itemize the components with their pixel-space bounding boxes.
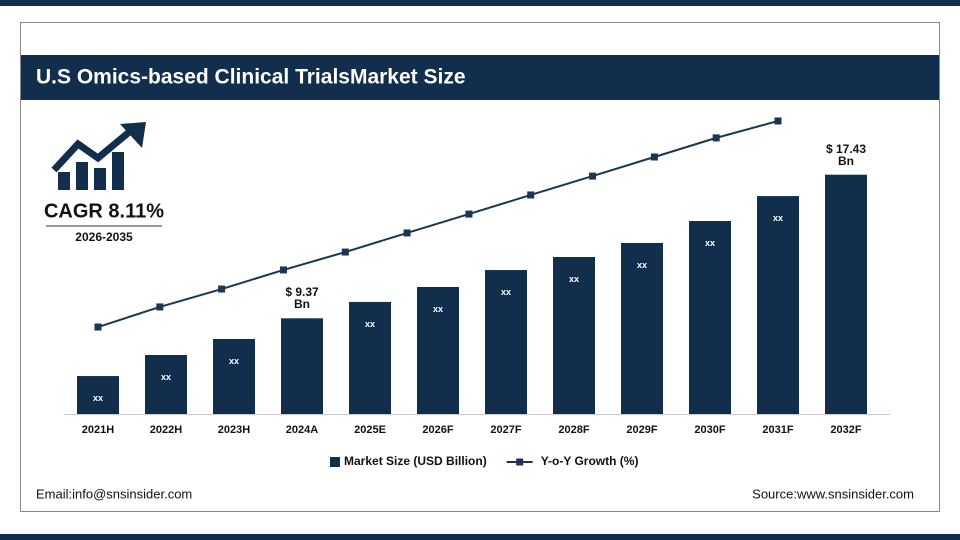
title-bar bbox=[21, 55, 939, 100]
bar bbox=[553, 257, 595, 414]
x-tick-label: 2027F bbox=[490, 424, 521, 436]
x-tick-label: 2024A bbox=[286, 424, 318, 436]
bar bbox=[757, 196, 799, 414]
bar bbox=[77, 376, 119, 414]
x-tick-label: 2023H bbox=[218, 424, 250, 436]
growth-marker bbox=[94, 323, 102, 331]
growth-marker bbox=[279, 266, 287, 274]
value-label: $ 9.37 Bn bbox=[285, 285, 319, 312]
x-tick-label: 2025E bbox=[354, 424, 386, 436]
value-label: xx bbox=[568, 274, 579, 285]
legend-label: Y-o-Y Growth (%) bbox=[541, 454, 639, 468]
legend-swatch bbox=[330, 457, 340, 467]
value-label: xx bbox=[160, 372, 171, 383]
bar bbox=[213, 338, 255, 414]
growth-marker bbox=[465, 210, 473, 218]
growth-marker bbox=[774, 117, 782, 125]
bar bbox=[621, 242, 663, 414]
bottom-strip bbox=[0, 534, 960, 540]
growth-marker bbox=[218, 285, 226, 293]
value-label: xx bbox=[364, 318, 375, 329]
footer-source: Source:www.snsinsider.com bbox=[752, 486, 914, 501]
bar bbox=[485, 270, 527, 414]
value-label: $ 17.43 Bn bbox=[825, 141, 867, 168]
cagr-period: 2026-2035 bbox=[75, 230, 133, 244]
x-tick-label: 2028F bbox=[558, 424, 589, 436]
value-label: xx bbox=[772, 213, 783, 224]
growth-marker bbox=[341, 248, 349, 256]
bar bbox=[689, 221, 731, 414]
x-tick-label: 2026F bbox=[422, 424, 453, 436]
growth-marker bbox=[156, 303, 164, 311]
bar bbox=[349, 301, 391, 414]
x-tick-label: 2021H bbox=[82, 424, 114, 436]
bar bbox=[417, 286, 459, 414]
title: U.S Omics-based Clinical TrialsMarket Si… bbox=[36, 66, 466, 89]
growth-marker bbox=[650, 153, 658, 161]
top-strip bbox=[0, 0, 960, 6]
value-label: xx bbox=[704, 238, 715, 249]
bar bbox=[825, 174, 867, 414]
x-tick-label: 2022H bbox=[150, 424, 182, 436]
value-label: xx bbox=[92, 393, 103, 404]
value-label: xx bbox=[432, 303, 443, 314]
x-tick-label: 2029F bbox=[626, 424, 657, 436]
x-tick-label: 2032F bbox=[830, 424, 861, 436]
growth-marker bbox=[589, 172, 597, 180]
value-label: xx bbox=[228, 355, 239, 366]
legend-marker bbox=[516, 458, 524, 466]
x-tick-label: 2031F bbox=[762, 424, 793, 436]
x-tick-label: 2030F bbox=[694, 424, 725, 436]
growth-marker bbox=[527, 191, 535, 199]
footer-email: Email:info@snsinsider.com bbox=[36, 486, 192, 501]
growth-marker bbox=[403, 229, 411, 237]
bar bbox=[145, 355, 187, 414]
legend-label: Market Size (USD Billion) bbox=[344, 454, 487, 468]
value-label: xx bbox=[636, 259, 647, 270]
cagr-label: CAGR 8.11% bbox=[44, 200, 164, 222]
growth-marker bbox=[712, 134, 720, 142]
value-label: xx bbox=[500, 287, 511, 298]
growth-line bbox=[97, 120, 779, 328]
cagr-icon bbox=[51, 122, 146, 190]
bar bbox=[281, 318, 323, 414]
